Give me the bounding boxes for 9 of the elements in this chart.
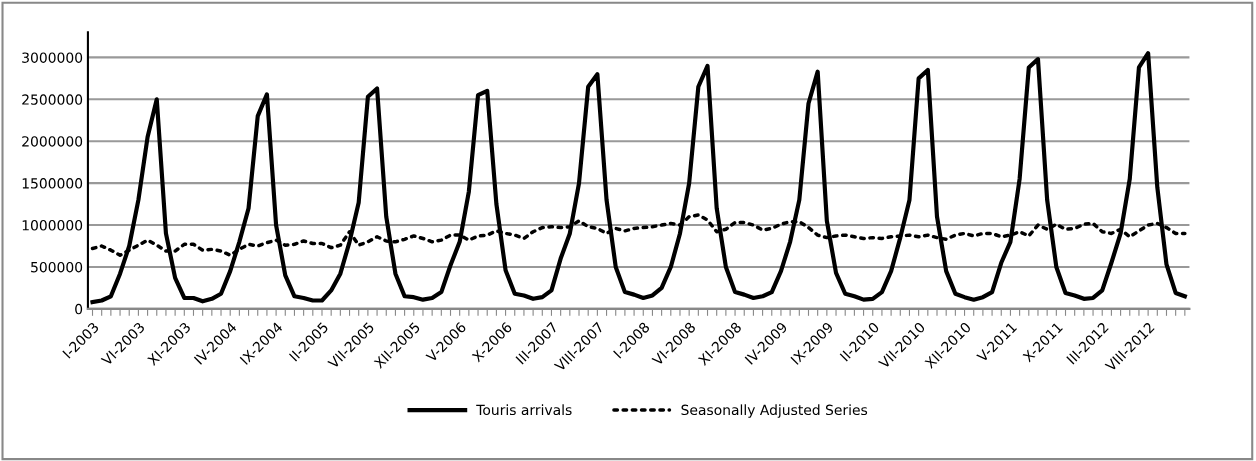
legend-label: Touris arrivals: [476, 404, 572, 416]
y-tick-label: 1500000: [22, 178, 83, 189]
y-tick-label: 500000: [31, 261, 83, 273]
y-tick-label: 1000000: [22, 220, 83, 231]
y-tick-label: 0: [75, 303, 83, 315]
y-tick-label: 2500000: [22, 94, 83, 105]
y-tick-label: 2000000: [22, 136, 83, 147]
y-tick-label: 3000000: [22, 52, 83, 63]
legend-label: Seasonally Adjusted Series: [681, 404, 868, 418]
